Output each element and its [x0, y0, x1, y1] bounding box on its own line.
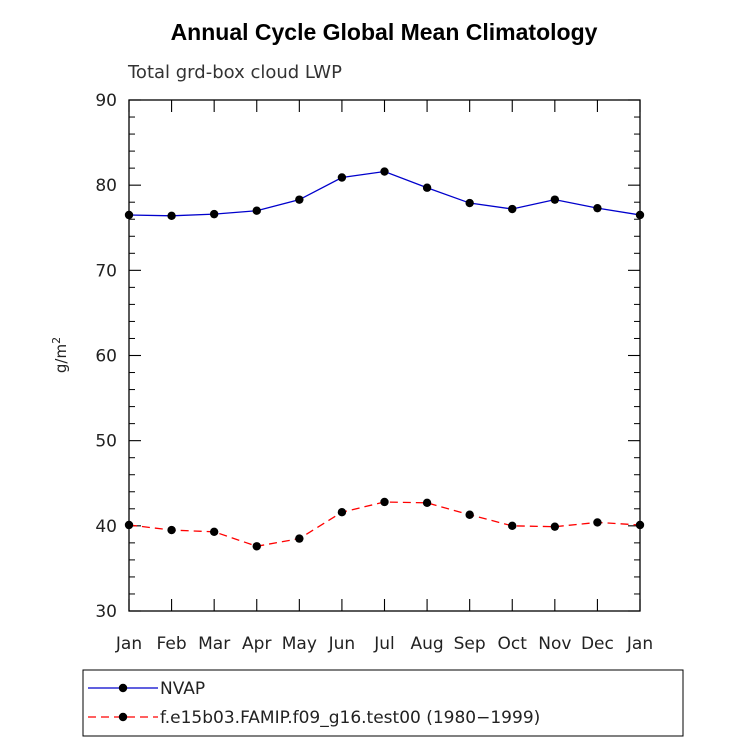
x-tick-label: Feb	[157, 634, 187, 654]
x-tick-label: Jan	[626, 634, 653, 654]
x-tick-label: Mar	[198, 634, 230, 654]
chart-title: Annual Cycle Global Mean Climatology	[171, 19, 598, 45]
data-point	[422, 498, 432, 508]
legend: NVAP f.e15b03.FAMIP.f09_g16.test00 (1980−…	[82, 669, 684, 737]
data-point	[508, 521, 517, 531]
x-tick-label: May	[282, 634, 317, 654]
legend-marker-1	[118, 712, 128, 722]
x-tick-label: Nov	[538, 634, 571, 654]
data-point	[635, 210, 645, 220]
data-point	[124, 520, 134, 530]
data-point	[209, 527, 219, 536]
chart-subtitle: Total grd-box cloud LWP	[127, 62, 342, 83]
x-tick-label: Aug	[410, 634, 443, 654]
data-point	[380, 167, 389, 176]
x-tick-label: Apr	[242, 634, 271, 654]
x-tick-label: Jul	[373, 634, 395, 654]
data-point	[465, 510, 474, 519]
data-point	[252, 542, 261, 551]
series-layer	[124, 167, 645, 551]
legend-label-0: NVAP	[160, 679, 205, 699]
data-point	[124, 210, 134, 220]
series-line-0	[128, 170, 641, 217]
y-tick-label: 90	[95, 91, 117, 111]
x-tick-label: Jan	[115, 634, 142, 654]
data-point	[465, 198, 474, 208]
data-point	[635, 520, 645, 530]
data-point	[508, 204, 517, 214]
data-point	[550, 195, 560, 204]
y-tick-label: 80	[95, 176, 117, 196]
axes: 30 40 50 60 70 80 90 Jan Feb Mar Apr May Jun Jul Aug Se…	[95, 91, 653, 654]
series-line-1	[128, 501, 641, 547]
data-point	[550, 522, 560, 531]
y-tick-label: 40	[95, 517, 117, 537]
y-tick-label: 30	[95, 602, 117, 622]
data-point	[167, 525, 176, 535]
plot-frame	[128, 99, 641, 612]
legend-box	[82, 669, 684, 737]
data-point	[295, 534, 304, 543]
y-tick-label: 60	[95, 347, 117, 367]
data-point	[337, 508, 347, 517]
data-point	[252, 206, 261, 215]
data-point	[380, 497, 389, 507]
x-tick-label: Oct	[498, 634, 528, 654]
x-tick-label: Jun	[328, 634, 356, 654]
legend-marker-0	[118, 683, 128, 693]
data-point	[337, 173, 347, 182]
y-tick-label: 50	[95, 432, 117, 452]
x-tick-label: Sep	[454, 634, 486, 654]
legend-label-1: f.e15b03.FAMIP.f09_g16.test00 (1980−1999…	[160, 708, 540, 728]
data-point	[295, 195, 304, 204]
data-point	[422, 183, 432, 192]
data-point	[209, 209, 219, 219]
data-point	[593, 518, 602, 527]
x-tick-label: Dec	[581, 634, 614, 654]
y-tick-label: 70	[95, 261, 117, 281]
y-axis-label: g/m2	[50, 337, 70, 373]
data-point	[167, 211, 176, 221]
data-point	[593, 203, 602, 213]
